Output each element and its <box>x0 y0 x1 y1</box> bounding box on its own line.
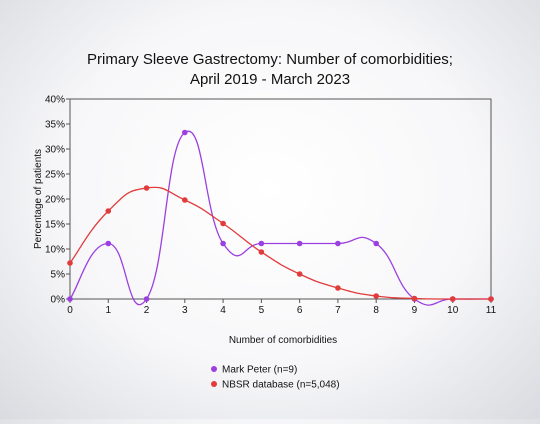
y-tick-label: 15% <box>45 220 65 231</box>
data-point-series-1 <box>182 197 188 203</box>
data-point-series-1 <box>67 260 73 266</box>
series-layer <box>67 129 494 306</box>
x-tick-label: 7 <box>335 305 341 316</box>
x-tick-label: 3 <box>182 305 188 316</box>
data-point-series-1 <box>488 296 494 302</box>
x-tick-label: 11 <box>486 305 497 316</box>
data-point-series-0 <box>296 240 303 247</box>
x-tick-label: 0 <box>67 305 73 316</box>
y-tick-label: 10% <box>45 245 65 256</box>
x-tick-label: 9 <box>412 305 418 316</box>
chart-title-line-2: April 2019 - March 2023 <box>190 71 350 88</box>
x-tick-label: 6 <box>297 305 303 316</box>
x-tick-label: 5 <box>259 305 265 316</box>
data-point-series-1 <box>143 185 150 191</box>
plot-frame <box>69 98 492 300</box>
x-tick-label: 2 <box>144 305 150 316</box>
legend: Mark Peter (n=9) NBSR database (n=5,048) <box>211 365 340 391</box>
legend-label: Mark Peter (n=9) <box>222 365 297 376</box>
data-point-series-0 <box>220 240 226 247</box>
legend-marker <box>211 366 217 372</box>
data-point-series-0 <box>105 240 112 247</box>
y-tick-label: 35% <box>45 120 65 131</box>
data-point-series-1 <box>449 296 456 302</box>
x-tick-label: 8 <box>373 305 379 316</box>
y-tick-label: 40% <box>45 95 65 106</box>
data-point-series-1 <box>411 295 418 302</box>
data-point-series-0 <box>182 129 188 136</box>
x-tick-label: 4 <box>220 305 226 316</box>
x-tick-label: 1 <box>105 305 111 316</box>
data-point-series-1 <box>373 293 379 299</box>
data-point-series-1 <box>296 271 303 277</box>
data-point-series-1 <box>105 208 112 214</box>
y-axis-label: Percentage of patients <box>33 149 44 249</box>
x-axis-label: Number of comorbidities <box>229 335 337 346</box>
y-tick-label: 5% <box>51 270 66 281</box>
axes: 0% 5% 10% 15% 20% 25% 30% 35% 40% 0 1 2 3 4 5 6 7 8 9 10 11 <box>45 95 497 317</box>
y-tick-label: 0% <box>51 295 66 306</box>
data-point-series-0 <box>67 296 73 302</box>
data-point-series-0 <box>258 240 265 247</box>
legend-marker <box>211 381 217 387</box>
data-point-series-0 <box>373 240 379 247</box>
y-tick-label: 30% <box>45 145 65 156</box>
data-point-series-1 <box>220 220 226 227</box>
data-point-series-1 <box>258 249 265 255</box>
legend-label: NBSR database (n=5,048) <box>222 380 340 391</box>
data-point-series-1 <box>335 285 341 291</box>
y-tick-label: 25% <box>45 170 65 181</box>
y-tick-label: 20% <box>45 195 65 206</box>
series-line-0 <box>69 130 491 306</box>
series-line-1 <box>69 186 492 300</box>
data-point-series-0 <box>335 240 341 247</box>
data-point-series-0 <box>143 296 150 302</box>
x-tick-label: 10 <box>447 305 459 316</box>
chart-title-line-1: Primary Sleeve Gastrectomy: Number of co… <box>87 51 453 68</box>
